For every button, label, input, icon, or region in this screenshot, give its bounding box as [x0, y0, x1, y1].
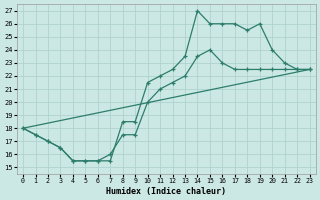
X-axis label: Humidex (Indice chaleur): Humidex (Indice chaleur) [106, 187, 226, 196]
